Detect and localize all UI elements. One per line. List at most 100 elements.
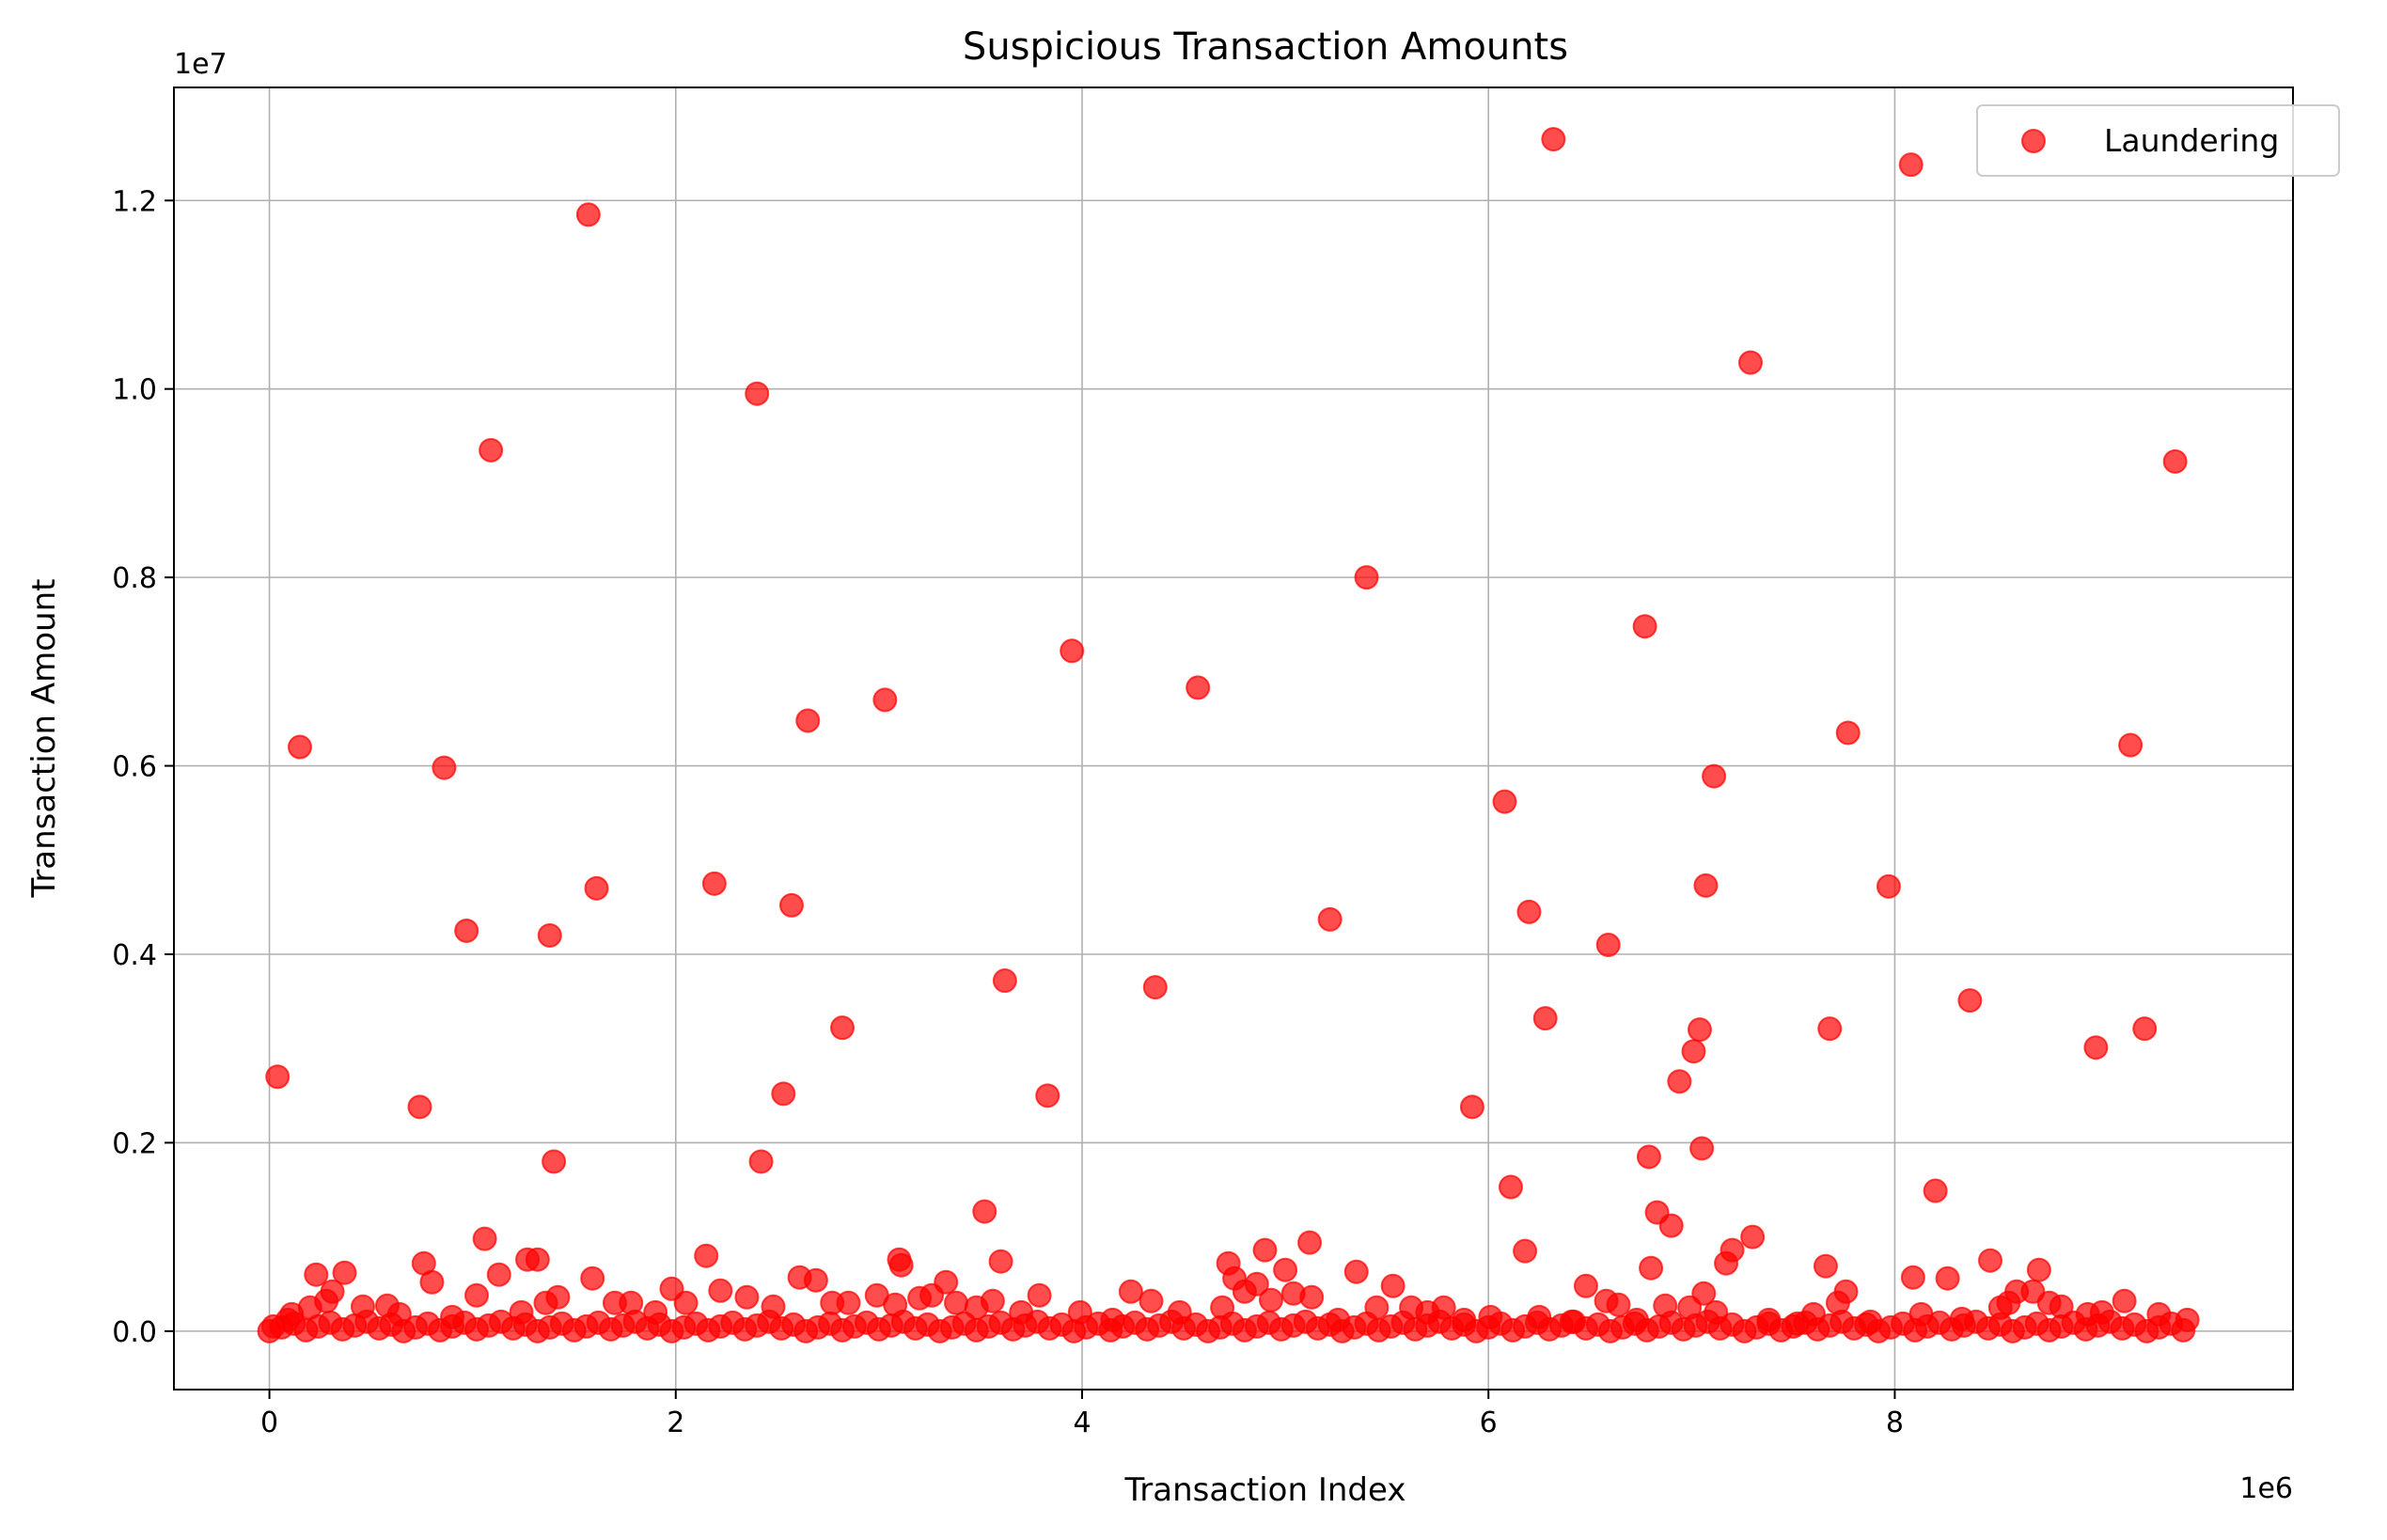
data-point: [829, 1015, 855, 1041]
data-point: [542, 1149, 567, 1174]
data-point: [1653, 1293, 1678, 1318]
data-point: [1595, 932, 1621, 957]
y-tick-label: 1.0: [112, 374, 157, 407]
x-tick-label: 4: [1073, 1406, 1091, 1439]
data-point: [1380, 1273, 1406, 1298]
data-point: [1876, 873, 1901, 899]
data-points: [257, 127, 2200, 1344]
data-point: [1957, 988, 1983, 1014]
data-point: [1035, 1083, 1060, 1108]
data-point: [1118, 1279, 1143, 1304]
data-point: [1067, 1299, 1092, 1325]
data-point: [350, 1294, 375, 1319]
legend-label: Laundering: [2104, 122, 2279, 159]
data-point: [320, 1279, 345, 1304]
data-point: [1624, 1307, 1649, 1332]
x-tick-label: 0: [260, 1406, 278, 1439]
y-axis-offset-text: 1e7: [174, 48, 228, 81]
data-point: [761, 1294, 786, 1319]
x-axis-label: Transaction Index: [1124, 1471, 1406, 1509]
data-point: [1740, 1224, 1766, 1249]
data-point: [1513, 1238, 1538, 1264]
data-point: [1756, 1307, 1782, 1332]
data-point: [545, 1284, 571, 1310]
data-point: [486, 1262, 511, 1287]
data-point: [1273, 1257, 1298, 1282]
data-point: [1527, 1304, 1552, 1329]
data-point: [1636, 1144, 1661, 1170]
data-point: [1027, 1282, 1052, 1308]
data-point: [265, 1064, 291, 1090]
plot-frame: [173, 86, 2294, 1391]
data-point: [2132, 1016, 2158, 1042]
data-point: [1858, 1309, 1883, 1334]
data-point: [872, 687, 898, 713]
data-point: [479, 437, 504, 463]
data-point: [619, 1290, 644, 1315]
data-point: [1210, 1295, 1235, 1320]
data-point: [1737, 350, 1763, 375]
data-point: [1704, 1299, 1729, 1325]
legend-marker: [2021, 129, 2046, 153]
data-point: [419, 1269, 445, 1295]
data-point: [1935, 1265, 1960, 1291]
data-point: [1800, 1301, 1826, 1327]
data-point: [944, 1290, 969, 1315]
data-point: [988, 1249, 1013, 1274]
data-point: [1060, 638, 1085, 664]
data-point: [1252, 1237, 1278, 1263]
data-point: [2083, 1035, 2109, 1061]
data-point: [1978, 1248, 2002, 1273]
data-point: [1297, 1230, 1323, 1255]
data-point: [734, 1284, 760, 1310]
data-point: [407, 1094, 432, 1120]
data-point: [1835, 720, 1861, 746]
data-point: [771, 1081, 796, 1107]
data-point: [1244, 1271, 1269, 1296]
data-point: [2026, 1257, 2051, 1282]
data-point: [1908, 1301, 1934, 1327]
data-point: [464, 1282, 489, 1308]
x-tick-label: 6: [1480, 1406, 1498, 1439]
x-axis-offset-text: 1e6: [2239, 1472, 2293, 1505]
y-axis-label: Transaction Amount: [25, 579, 63, 899]
data-point: [748, 1149, 774, 1174]
data-point: [1658, 1213, 1684, 1238]
data-point: [1949, 1306, 1974, 1331]
data-point: [934, 1269, 959, 1295]
y-tick-label: 0.4: [112, 939, 157, 972]
data-point: [580, 1265, 605, 1291]
data-point: [1498, 1174, 1523, 1200]
data-point: [1923, 1178, 1948, 1203]
legend: Laundering: [1976, 104, 2340, 177]
data-point: [1693, 872, 1719, 898]
data-point: [1354, 565, 1379, 590]
data-point: [1492, 789, 1517, 814]
data-point: [888, 1252, 914, 1278]
y-tick-label: 0.8: [112, 562, 157, 595]
data-point: [708, 1278, 733, 1303]
data-point: [972, 1199, 997, 1224]
data-point: [803, 1267, 828, 1293]
data-point: [643, 1299, 668, 1325]
legend-box: [1976, 104, 2340, 177]
data-point: [2118, 732, 2144, 758]
data-point: [1186, 675, 1211, 700]
data-point: [1343, 1259, 1369, 1284]
data-point: [1541, 127, 1566, 152]
data-point: [1364, 1295, 1390, 1320]
data-point: [525, 1247, 550, 1272]
data-point: [1689, 1136, 1715, 1161]
data-point: [332, 1260, 357, 1285]
data-point: [1431, 1295, 1456, 1320]
data-point: [287, 734, 312, 760]
data-point: [836, 1290, 861, 1315]
data-point: [2146, 1301, 2172, 1327]
data-point: [386, 1301, 412, 1327]
x-axis-ticks: 0 2 4 6 8: [260, 1390, 1904, 1439]
data-point: [1667, 1069, 1692, 1094]
data-point: [575, 202, 601, 228]
data-point: [584, 875, 609, 901]
